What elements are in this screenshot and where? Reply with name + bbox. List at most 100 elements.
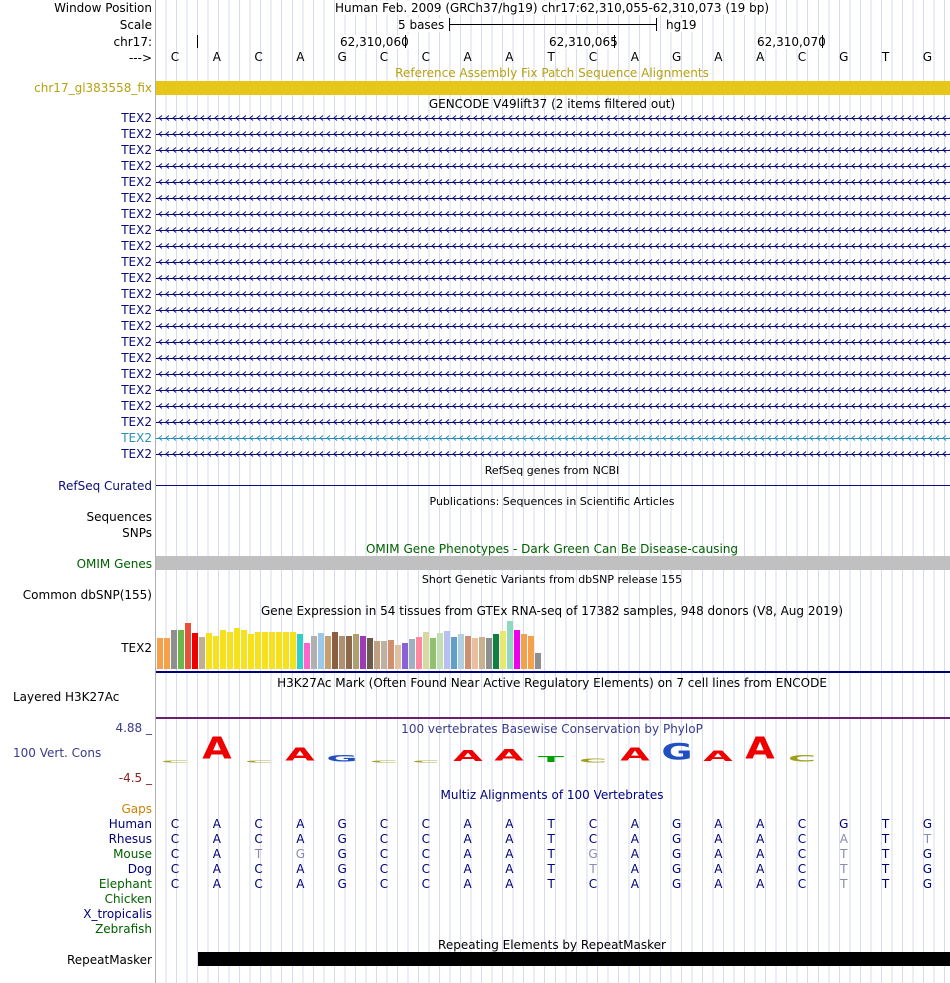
- omim-bar[interactable]: [156, 556, 950, 570]
- gtex-tissue-bar[interactable]: [409, 639, 415, 669]
- gtex-tissue-bar[interactable]: [507, 621, 513, 669]
- gtex-tissue-bar[interactable]: [374, 641, 380, 669]
- gencode-gene-model[interactable]: [156, 387, 950, 393]
- multiz-gaps-label[interactable]: Gaps: [121, 802, 152, 816]
- gtex-tissue-bar[interactable]: [199, 637, 205, 669]
- gencode-item-label[interactable]: TEX2: [121, 175, 152, 189]
- gtex-tissue-bar[interactable]: [528, 636, 534, 669]
- gtex-tissue-bar[interactable]: [465, 636, 471, 669]
- gtex-tissue-bar[interactable]: [416, 637, 422, 669]
- gtex-tissue-bar[interactable]: [458, 634, 464, 669]
- gtex-tissue-bar[interactable]: [157, 638, 163, 669]
- gtex-tissue-bar[interactable]: [248, 634, 254, 669]
- gtex-tissue-bar[interactable]: [255, 632, 261, 669]
- gencode-item-label[interactable]: TEX2: [121, 191, 152, 205]
- gencode-item-label[interactable]: TEX2: [121, 127, 152, 141]
- gtex-tissue-bar[interactable]: [192, 633, 198, 669]
- fix-patch-bar[interactable]: [156, 81, 950, 95]
- multiz-species-label[interactable]: Dog: [127, 862, 152, 876]
- gencode-gene-model[interactable]: [156, 243, 950, 249]
- gencode-item-label[interactable]: TEX2: [121, 383, 152, 397]
- gencode-gene-model[interactable]: [156, 371, 950, 377]
- gtex-tissue-bar[interactable]: [164, 638, 170, 669]
- gtex-tissue-bar[interactable]: [360, 636, 366, 669]
- h3k27ac-label[interactable]: Layered H3K27Ac: [13, 690, 120, 704]
- gencode-gene-model[interactable]: [156, 115, 950, 121]
- publications-snps-label[interactable]: SNPs: [122, 526, 152, 540]
- gtex-tissue-bar[interactable]: [213, 636, 219, 669]
- publications-sequences-label[interactable]: Sequences: [86, 510, 152, 524]
- gencode-item-label[interactable]: TEX2: [121, 159, 152, 173]
- gtex-tissue-bar[interactable]: [423, 632, 429, 669]
- gtex-tissue-bar[interactable]: [388, 640, 394, 669]
- gtex-tissue-bar[interactable]: [500, 631, 506, 669]
- gencode-item-label[interactable]: TEX2: [121, 415, 152, 429]
- multiz-species-label[interactable]: Rhesus: [108, 832, 152, 846]
- gtex-tissue-bar[interactable]: [402, 643, 408, 669]
- gtex-tissue-bar[interactable]: [325, 636, 331, 669]
- gtex-tissue-bar[interactable]: [353, 634, 359, 669]
- omim-label[interactable]: OMIM Genes: [76, 557, 152, 571]
- gtex-tissue-bar[interactable]: [178, 630, 184, 669]
- multiz-species-label[interactable]: Human: [108, 817, 152, 831]
- refseq-gene-line[interactable]: [156, 485, 950, 486]
- gtex-tissue-bar[interactable]: [451, 637, 457, 669]
- gencode-gene-model[interactable]: [156, 275, 950, 281]
- gencode-item-label[interactable]: TEX2: [121, 399, 152, 413]
- fix-patch-label[interactable]: chr17_gl383558_fix: [34, 81, 152, 95]
- gencode-item-label[interactable]: TEX2: [121, 319, 152, 333]
- gtex-tissue-bar[interactable]: [185, 623, 191, 669]
- gencode-gene-model[interactable]: [156, 131, 950, 137]
- gencode-item-label[interactable]: TEX2: [121, 223, 152, 237]
- gtex-tissue-bar[interactable]: [479, 637, 485, 669]
- gencode-gene-model[interactable]: [156, 195, 950, 201]
- gencode-gene-model[interactable]: [156, 451, 950, 457]
- gencode-gene-model[interactable]: [156, 323, 950, 329]
- gtex-tissue-bar[interactable]: [346, 636, 352, 669]
- gtex-tissue-bar[interactable]: [220, 630, 226, 669]
- dbsnp-label[interactable]: Common dbSNP(155): [22, 588, 152, 602]
- gencode-item-label[interactable]: TEX2: [121, 239, 152, 253]
- gtex-tissue-bar[interactable]: [514, 630, 520, 669]
- gtex-tissue-bar[interactable]: [437, 633, 443, 669]
- gtex-label[interactable]: TEX2: [121, 641, 152, 655]
- gencode-gene-model[interactable]: [156, 163, 950, 169]
- gencode-gene-model[interactable]: [156, 403, 950, 409]
- gencode-item-label[interactable]: TEX2: [121, 303, 152, 317]
- gtex-tissue-bar[interactable]: [339, 636, 345, 669]
- gtex-tissue-bar[interactable]: [241, 630, 247, 669]
- gtex-tissue-bar[interactable]: [430, 638, 436, 669]
- gencode-item-label[interactable]: TEX2: [121, 271, 152, 285]
- gtex-tissue-bar[interactable]: [521, 634, 527, 669]
- gtex-tissue-bar[interactable]: [395, 645, 401, 669]
- gencode-item-label[interactable]: TEX2: [121, 287, 152, 301]
- gencode-gene-model[interactable]: [156, 291, 950, 297]
- gencode-item-label[interactable]: TEX2: [121, 143, 152, 157]
- gencode-item-label[interactable]: TEX2: [121, 431, 152, 445]
- gencode-gene-model[interactable]: [156, 435, 950, 441]
- gtex-tissue-bar[interactable]: [304, 643, 310, 669]
- gencode-gene-model[interactable]: [156, 339, 950, 345]
- gencode-gene-model[interactable]: [156, 211, 950, 217]
- gencode-gene-model[interactable]: [156, 419, 950, 425]
- refseq-label[interactable]: RefSeq Curated: [58, 479, 152, 493]
- gtex-tissue-bar[interactable]: [276, 632, 282, 669]
- gtex-tissue-bar[interactable]: [444, 631, 450, 669]
- multiz-species-label[interactable]: Chicken: [104, 892, 152, 906]
- multiz-species-label[interactable]: Zebrafish: [95, 922, 152, 936]
- gencode-gene-model[interactable]: [156, 355, 950, 361]
- gtex-tissue-bar[interactable]: [486, 638, 492, 669]
- gencode-gene-model[interactable]: [156, 307, 950, 313]
- gtex-tissue-bar[interactable]: [381, 641, 387, 669]
- gencode-item-label[interactable]: TEX2: [121, 111, 152, 125]
- gtex-tissue-bar[interactable]: [318, 633, 324, 669]
- gencode-item-label[interactable]: TEX2: [121, 207, 152, 221]
- gencode-gene-model[interactable]: [156, 259, 950, 265]
- gtex-tissue-bar[interactable]: [535, 653, 541, 669]
- gtex-tissue-bar[interactable]: [234, 628, 240, 669]
- multiz-species-label[interactable]: X_tropicalis: [83, 907, 152, 921]
- gencode-item-label[interactable]: TEX2: [121, 367, 152, 381]
- multiz-species-label[interactable]: Mouse: [113, 847, 152, 861]
- gtex-tissue-bar[interactable]: [206, 633, 212, 669]
- gtex-tissue-bar[interactable]: [493, 634, 499, 669]
